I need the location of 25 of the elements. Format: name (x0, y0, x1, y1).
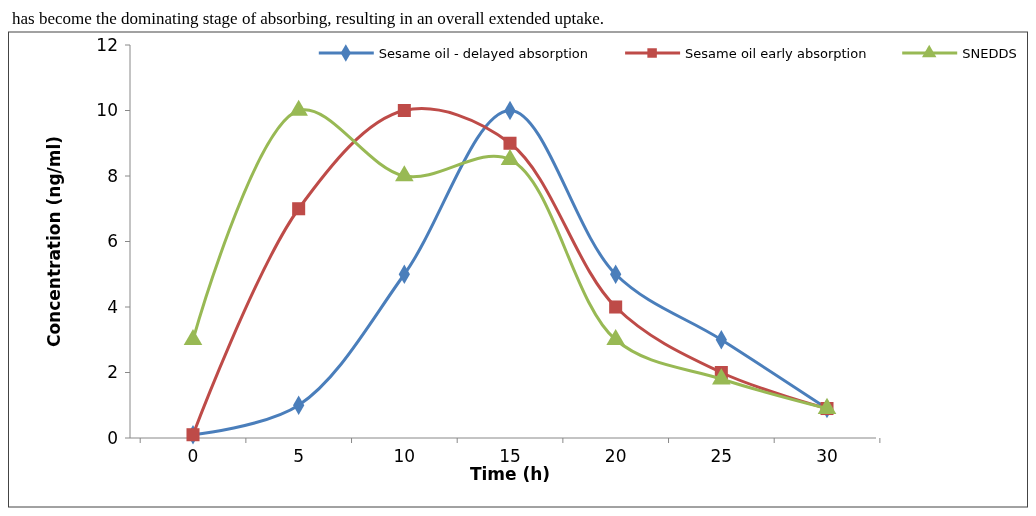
y-axis-title: Concentration (ng/ml) (44, 135, 64, 348)
y-tick-label: 0 (107, 427, 118, 448)
y-tick-label: 4 (107, 296, 118, 317)
x-tick-label: 0 (187, 446, 199, 466)
point (503, 136, 517, 150)
text: has become the dominating stage of absorbing, resulting in an overall extended uptake. (12, 9, 604, 28)
x-tick-label: 20 (604, 446, 627, 466)
legend-label: SNEDDS (962, 45, 1017, 61)
y-tick-label: 6 (107, 231, 118, 252)
point (397, 103, 411, 118)
point (609, 300, 623, 314)
legend-label: Sesame oil early absorption (685, 45, 867, 61)
y-tick-label: 8 (107, 165, 118, 186)
point (186, 428, 200, 442)
y-tick-label: 12 (96, 34, 118, 55)
x-tick-label: 25 (710, 446, 733, 466)
y-tick-label: 10 (96, 100, 118, 121)
x-tick-label: 10 (393, 446, 416, 466)
x-tick-label: 15 (499, 446, 521, 466)
point (292, 202, 306, 216)
y-tick-label: 2 (107, 362, 118, 383)
legend-label: Sesame oil - delayed absorption (378, 45, 589, 61)
x-tick-label: 30 (816, 446, 838, 466)
x-tick-label: 5 (293, 446, 305, 466)
x-axis-title: Time (h) (469, 464, 551, 484)
